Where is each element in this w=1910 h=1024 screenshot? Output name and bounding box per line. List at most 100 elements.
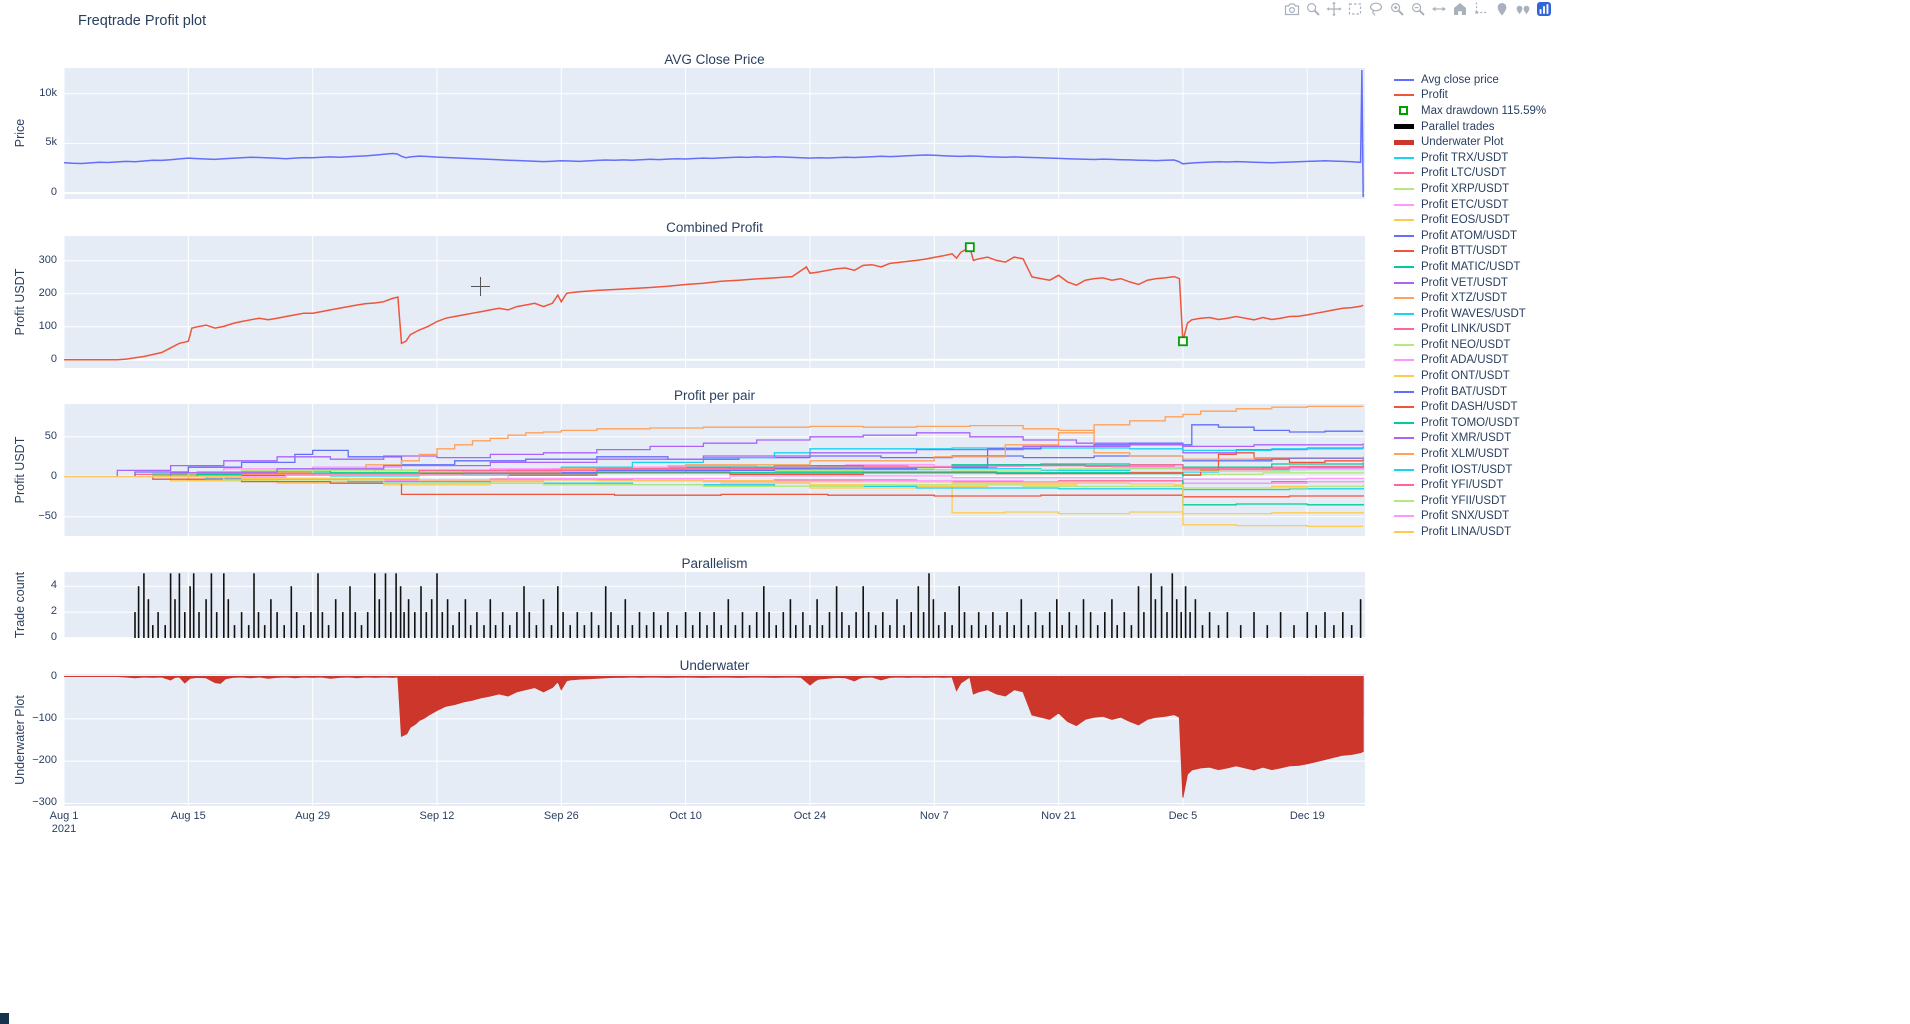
legend-label: Profit XMR/USDT xyxy=(1421,432,1512,445)
legend-item-avg-close-price[interactable]: Avg close price xyxy=(1394,72,1546,88)
legend-item-profit-eos-usdt[interactable]: Profit EOS/USDT xyxy=(1394,212,1546,228)
legend-sample-line xyxy=(1394,139,1416,145)
legend-sample-line xyxy=(1394,484,1416,487)
legend-sample-line xyxy=(1394,328,1416,331)
series-profit-neo-usdt xyxy=(64,468,1364,478)
hover-closest-icon[interactable] xyxy=(1493,1,1511,16)
legend-item-profit-ada-usdt[interactable]: Profit ADA/USDT xyxy=(1394,353,1546,369)
y-tick-label: 200 xyxy=(38,286,57,299)
legend-item-profit-matic-usdt[interactable]: Profit MATIC/USDT xyxy=(1394,259,1546,275)
legend-item-profit-dash-usdt[interactable]: Profit DASH/USDT xyxy=(1394,399,1546,415)
y-tick-label: 0 xyxy=(50,352,57,365)
series-profit-atom-usdt xyxy=(64,449,1364,478)
legend-sample-line xyxy=(1394,343,1416,346)
x-tick-label: Nov 7 xyxy=(919,810,949,822)
legend-item-profit-link-usdt[interactable]: Profit LINK/USDT xyxy=(1394,322,1546,338)
legend-item-profit-vet-usdt[interactable]: Profit VET/USDT xyxy=(1394,275,1546,291)
legend-sample-line xyxy=(1394,453,1416,456)
legend-item-underwater-plot[interactable]: Underwater Plot xyxy=(1394,134,1546,150)
box-select-icon[interactable] xyxy=(1346,1,1364,16)
legend-label: Profit YFII/USDT xyxy=(1421,494,1507,507)
reset-axes-icon[interactable] xyxy=(1451,1,1469,16)
legend-item-profit-trx-usdt[interactable]: Profit TRX/USDT xyxy=(1394,150,1546,166)
legend-sample-line xyxy=(1394,468,1416,471)
legend-item-profit-xlm-usdt[interactable]: Profit XLM/USDT xyxy=(1394,446,1546,462)
y-tick-label: −300 xyxy=(32,796,57,809)
legend-item-profit-snx-usdt[interactable]: Profit SNX/USDT xyxy=(1394,509,1546,525)
legend-item-profit[interactable]: Profit xyxy=(1394,88,1546,104)
y-tick-label: 100 xyxy=(38,319,57,332)
panel-combined-profit[interactable] xyxy=(64,236,1365,368)
legend-sample-line xyxy=(1394,515,1416,518)
zoom-out-icon[interactable] xyxy=(1409,1,1427,16)
legend-label: Profit TOMO/USDT xyxy=(1421,416,1520,429)
legend-item-profit-bat-usdt[interactable]: Profit BAT/USDT xyxy=(1394,384,1546,400)
legend-item-profit-xrp-usdt[interactable]: Profit XRP/USDT xyxy=(1394,181,1546,197)
y-axis-label-underwater-plot: Underwater Plot xyxy=(13,695,27,785)
legend-label: Profit EOS/USDT xyxy=(1421,214,1510,227)
panel-title-combined-profit: Combined Profit xyxy=(666,220,763,235)
panel-title-avg-close-price: AVG Close Price xyxy=(664,52,765,67)
plotly-logo-icon[interactable] xyxy=(1535,1,1553,16)
y-tick-label: −100 xyxy=(32,711,57,724)
legend-item-profit-iost-usdt[interactable]: Profit IOST/USDT xyxy=(1394,462,1546,478)
legend-sample-line xyxy=(1394,234,1416,237)
x-tick-label: Oct 24 xyxy=(793,810,827,822)
pan-icon[interactable] xyxy=(1325,1,1343,16)
legend-item-parallel-trades[interactable]: Parallel trades xyxy=(1394,119,1546,135)
legend-label: Profit LINA/USDT xyxy=(1421,526,1512,539)
legend-item-max-drawdown-115-59[interactable]: Max drawdown 115.59% xyxy=(1394,103,1546,119)
legend-item-profit-etc-usdt[interactable]: Profit ETC/USDT xyxy=(1394,197,1546,213)
x-tick-label: Oct 10 xyxy=(669,810,702,822)
legend-label: Profit IOST/USDT xyxy=(1421,463,1513,476)
legend-sample-square-marker xyxy=(1394,106,1416,116)
lasso-icon[interactable] xyxy=(1367,1,1385,16)
legend-item-profit-btt-usdt[interactable]: Profit BTT/USDT xyxy=(1394,244,1546,260)
cursor-crosshair xyxy=(471,277,490,296)
legend-sample-line xyxy=(1394,94,1416,97)
legend-label: Avg close price xyxy=(1421,73,1499,86)
legend-label: Profit YFI/USDT xyxy=(1421,479,1504,492)
x-tick-label: Sep 12 xyxy=(419,810,455,822)
max-drawdown-marker xyxy=(1178,336,1188,347)
legend-label: Profit ADA/USDT xyxy=(1421,354,1509,367)
panel-parallelism[interactable] xyxy=(64,572,1365,638)
legend-label: Profit BTT/USDT xyxy=(1421,245,1508,258)
legend-label: Profit XRP/USDT xyxy=(1421,182,1510,195)
legend-item-profit-xtz-usdt[interactable]: Profit XTZ/USDT xyxy=(1394,290,1546,306)
legend-sample-line xyxy=(1394,406,1416,409)
x-tick-label: Aug 1 2021 xyxy=(49,810,79,835)
panel-profit-per-pair[interactable] xyxy=(64,404,1365,536)
toggle-spikelines-icon[interactable] xyxy=(1472,1,1490,16)
legend-sample-line xyxy=(1394,78,1416,81)
series-profit-line xyxy=(64,246,1364,361)
legend-item-profit-yfi-usdt[interactable]: Profit YFI/USDT xyxy=(1394,477,1546,493)
y-tick-label: 0 xyxy=(50,669,57,682)
legend-item-profit-lina-usdt[interactable]: Profit LINA/USDT xyxy=(1394,524,1546,540)
legend-label: Profit DASH/USDT xyxy=(1421,401,1518,414)
panel-underwater[interactable] xyxy=(64,674,1365,806)
panel-avg-close-price[interactable] xyxy=(64,68,1365,199)
legend-item-profit-tomo-usdt[interactable]: Profit TOMO/USDT xyxy=(1394,415,1546,431)
y-tick-label: 0 xyxy=(50,631,57,643)
zoom-icon[interactable] xyxy=(1304,1,1322,16)
legend-item-profit-xmr-usdt[interactable]: Profit XMR/USDT xyxy=(1394,431,1546,447)
series-profit-snx-usdt xyxy=(64,474,1364,480)
autoscale-icon[interactable] xyxy=(1430,1,1448,16)
page-title: Freqtrade Profit plot xyxy=(78,13,207,29)
legend-sample-line xyxy=(1394,219,1416,222)
parallel-trades-bars xyxy=(134,573,1362,638)
camera-icon[interactable] xyxy=(1283,1,1301,16)
legend-item-profit-ont-usdt[interactable]: Profit ONT/USDT xyxy=(1394,368,1546,384)
legend-item-profit-atom-usdt[interactable]: Profit ATOM/USDT xyxy=(1394,228,1546,244)
legend-item-profit-neo-usdt[interactable]: Profit NEO/USDT xyxy=(1394,337,1546,353)
hover-compare-icon[interactable] xyxy=(1514,1,1532,16)
legend-sample-line xyxy=(1394,499,1416,502)
zoom-in-icon[interactable] xyxy=(1388,1,1406,16)
legend-label: Profit LINK/USDT xyxy=(1421,323,1512,336)
series-profit-lina-usdt xyxy=(64,476,1364,528)
legend-label: Profit VET/USDT xyxy=(1421,276,1508,289)
legend-item-profit-yfii-usdt[interactable]: Profit YFII/USDT xyxy=(1394,493,1546,509)
legend-item-profit-waves-usdt[interactable]: Profit WAVES/USDT xyxy=(1394,306,1546,322)
legend-item-profit-ltc-usdt[interactable]: Profit LTC/USDT xyxy=(1394,166,1546,182)
